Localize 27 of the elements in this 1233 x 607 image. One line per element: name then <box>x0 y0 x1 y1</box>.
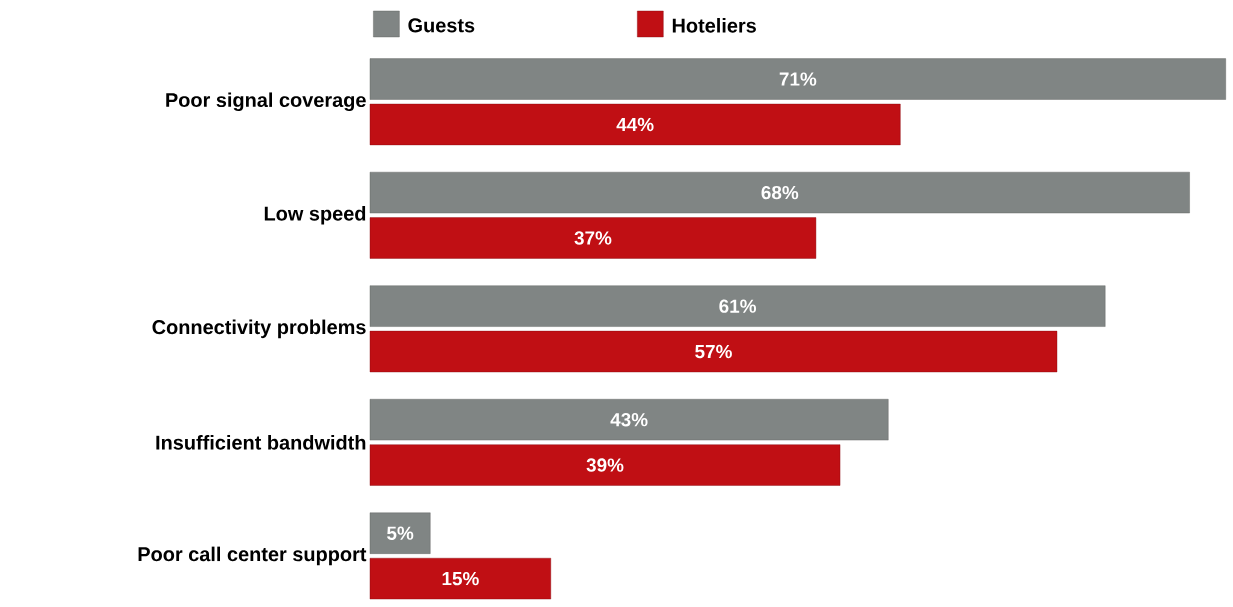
bar <box>369 512 431 554</box>
bar <box>369 557 551 600</box>
data-label: 68% <box>761 185 799 200</box>
legend-label: Hoteliers <box>672 18 756 33</box>
bar <box>369 103 901 146</box>
data-label: 71% <box>779 72 817 86</box>
data-label: 57% <box>695 344 732 359</box>
bar <box>369 330 1058 373</box>
y-tick-label: Poor call center support <box>138 546 367 566</box>
data-label: 43% <box>610 412 648 427</box>
data-label: 61% <box>719 299 757 313</box>
bar <box>369 399 889 441</box>
y-tick-label: Poor signal coverage <box>166 92 366 112</box>
data-label: 39% <box>586 458 624 472</box>
y-tick-label: Insufficient bandwidth <box>156 435 366 450</box>
data-label: 5% <box>387 526 414 540</box>
bar <box>369 58 1226 100</box>
legend-label: Guests <box>408 18 475 33</box>
y-tick-label: Low speed <box>264 206 366 225</box>
bar <box>369 444 841 486</box>
bar <box>369 217 817 259</box>
data-label: 37% <box>574 231 612 245</box>
bar <box>369 285 1106 327</box>
data-label: 44% <box>616 117 654 132</box>
bar <box>369 171 1190 214</box>
y-tick-label: Connectivity problems <box>152 319 366 339</box>
data-label: 15% <box>442 571 479 586</box>
